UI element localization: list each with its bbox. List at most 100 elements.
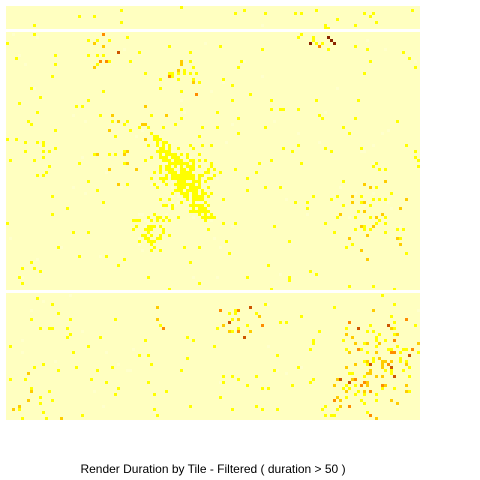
heatmap-cell	[189, 204, 192, 207]
heatmap-cell	[306, 201, 309, 204]
heatmap-cell	[375, 399, 378, 402]
heatmap-cell	[354, 228, 357, 231]
heatmap-cell	[153, 408, 156, 411]
heatmap-cell	[198, 282, 201, 285]
heatmap-cell	[285, 321, 288, 324]
heatmap-cell	[405, 363, 408, 366]
heatmap-cell	[336, 378, 339, 381]
heatmap-cell	[171, 180, 174, 183]
heatmap-cell	[144, 339, 147, 342]
heatmap-cell	[162, 204, 165, 207]
heatmap-cell	[168, 72, 171, 75]
heatmap-cell	[180, 369, 183, 372]
heatmap-cell	[393, 327, 396, 330]
heatmap-cell	[84, 120, 87, 123]
heatmap-cell	[198, 183, 201, 186]
heatmap-cell	[198, 213, 201, 216]
heatmap-cell	[168, 171, 171, 174]
heatmap-cell	[186, 171, 189, 174]
heatmap-cell	[396, 237, 399, 240]
heatmap-cell	[207, 186, 210, 189]
heatmap-cell	[384, 339, 387, 342]
heatmap-cell	[180, 153, 183, 156]
heatmap-cell	[366, 330, 369, 333]
heatmap-cell	[417, 351, 420, 354]
heatmap-cell	[357, 327, 360, 330]
heatmap-cell	[384, 216, 387, 219]
heatmap-cell	[165, 162, 168, 165]
heatmap-cell	[45, 417, 48, 420]
heatmap-cell	[180, 159, 183, 162]
heatmap-cell	[387, 363, 390, 366]
heatmap-cell	[174, 177, 177, 180]
heatmap-cell	[147, 225, 150, 228]
heatmap-cell	[378, 219, 381, 222]
heatmap-cell	[177, 192, 180, 195]
heatmap-cell	[33, 159, 36, 162]
heatmap-cell	[87, 231, 90, 234]
heatmap-cell	[150, 231, 153, 234]
heatmap-cell	[204, 174, 207, 177]
heatmap-cell	[345, 327, 348, 330]
heatmap-cell	[186, 192, 189, 195]
heatmap-cell	[219, 381, 222, 384]
heatmap-cell	[348, 321, 351, 324]
heatmap-cell	[174, 165, 177, 168]
heatmap-cell	[81, 105, 84, 108]
heatmap-cell	[168, 162, 171, 165]
heatmap-cell	[96, 153, 99, 156]
heatmap-cell	[366, 351, 369, 354]
heatmap-cell	[378, 198, 381, 201]
heatmap-cell	[186, 357, 189, 360]
heatmap-cell	[360, 348, 363, 351]
heatmap-cell	[96, 54, 99, 57]
heatmap-cell	[81, 156, 84, 159]
heatmap-cell	[147, 237, 150, 240]
heatmap-cell	[225, 240, 228, 243]
heatmap-cell	[246, 276, 249, 279]
heatmap-cell	[87, 39, 90, 42]
chart-title: Render Duration by Tile - Filtered ( dur…	[80, 462, 346, 476]
heatmap-cell	[198, 81, 201, 84]
heatmap-cell	[330, 39, 333, 42]
heatmap-cell	[135, 219, 138, 222]
heatmap-cell	[312, 195, 315, 198]
heatmap-cell	[309, 381, 312, 384]
heatmap-cell	[24, 141, 27, 144]
heatmap-cell	[192, 147, 195, 150]
heatmap-cell	[126, 150, 129, 153]
heatmap-cell	[189, 201, 192, 204]
heatmap-cell	[198, 174, 201, 177]
heatmap-cell	[159, 234, 162, 237]
heatmap-cell	[369, 414, 372, 417]
heatmap-cell	[189, 180, 192, 183]
heatmap-cell	[348, 405, 351, 408]
heatmap-cell	[267, 264, 270, 267]
heatmap-cell	[204, 216, 207, 219]
heatmap-cell	[372, 357, 375, 360]
heatmap-cell	[99, 60, 102, 63]
heatmap-cell	[159, 165, 162, 168]
heatmap-cell	[159, 156, 162, 159]
heatmap-cell	[144, 219, 147, 222]
heatmap-cell	[39, 96, 42, 99]
heatmap-cell	[156, 237, 159, 240]
heatmap-cell	[291, 384, 294, 387]
heatmap-cell	[165, 168, 168, 171]
heatmap-cell	[33, 267, 36, 270]
heatmap-cell	[369, 369, 372, 372]
heatmap-cell	[213, 237, 216, 240]
heatmap-cell	[345, 396, 348, 399]
heatmap-cell	[351, 336, 354, 339]
heatmap-cell	[285, 198, 288, 201]
heatmap-cell	[333, 42, 336, 45]
heatmap-cell	[84, 192, 87, 195]
heatmap-cell	[279, 273, 282, 276]
heatmap-cell	[174, 153, 177, 156]
heatmap-cell	[222, 381, 225, 384]
heatmap-cell	[189, 198, 192, 201]
heatmap-cell	[30, 87, 33, 90]
heatmap-cell	[189, 210, 192, 213]
heatmap-cell	[198, 207, 201, 210]
heatmap-cell	[144, 234, 147, 237]
